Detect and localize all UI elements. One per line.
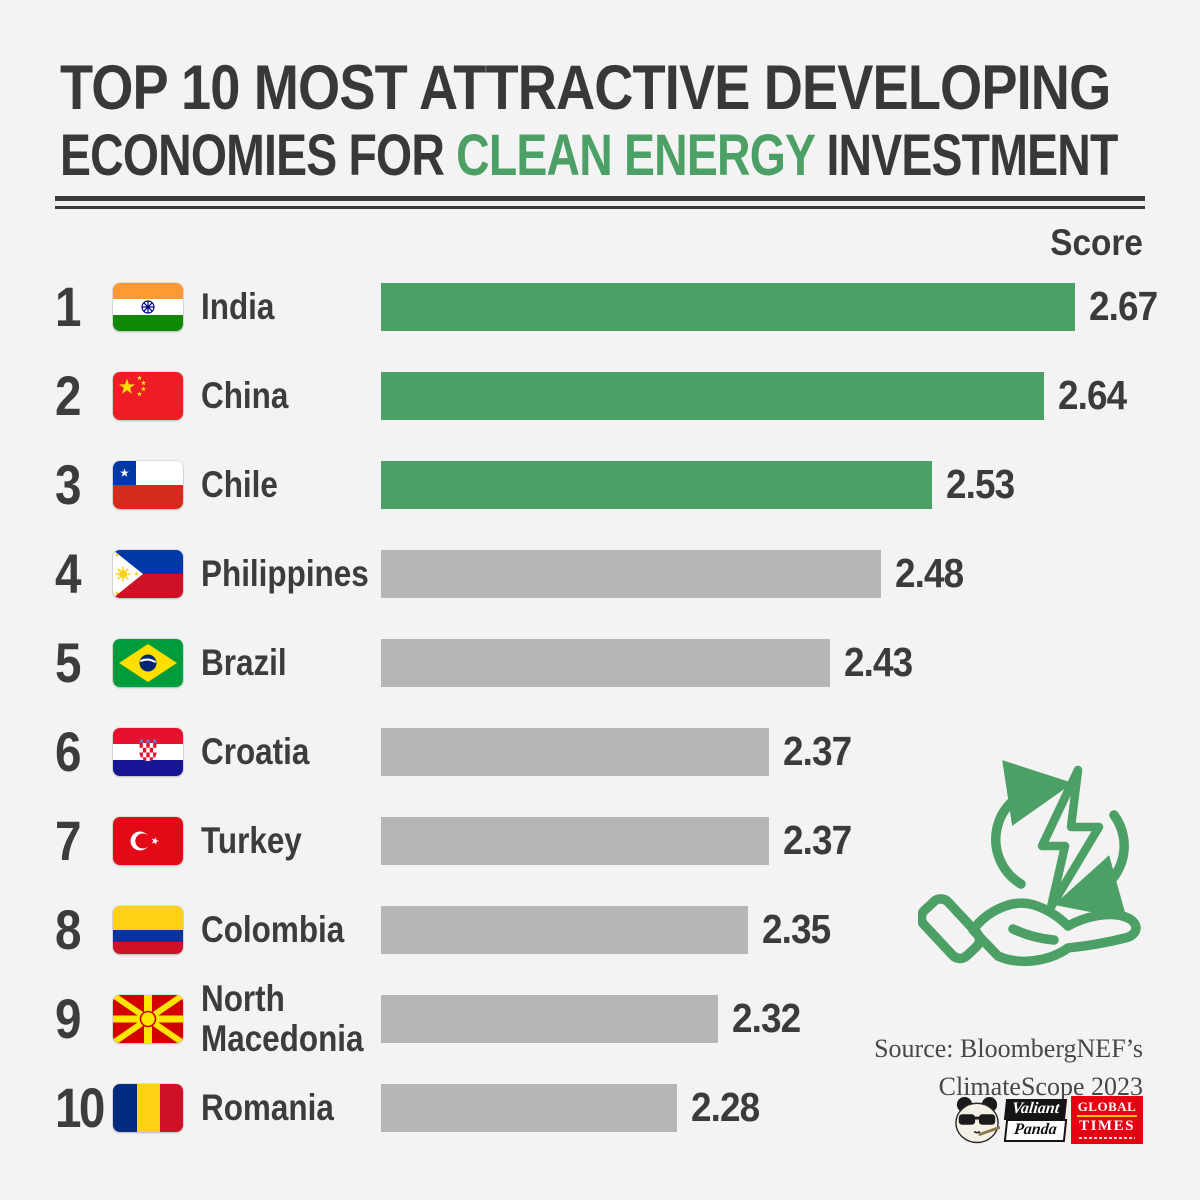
valiant-panda-icon <box>954 1096 1000 1144</box>
score-column-header: Score <box>1050 222 1143 263</box>
page-title-line1: TOP 10 MOST ATTRACTIVE DEVELOPING <box>60 53 1111 123</box>
country-label: Philippines <box>201 552 369 594</box>
flag-north-macedonia-icon <box>113 994 183 1043</box>
publisher-logos: Valiant Panda GLOBAL TIMES <box>954 1096 1143 1144</box>
score-value: 2.28 <box>691 1084 760 1130</box>
times-label: TIMES <box>1079 1117 1135 1134</box>
flag-colombia-icon <box>113 905 183 954</box>
score-value: 2.35 <box>762 906 831 952</box>
flag-croatia-icon <box>113 727 183 776</box>
row-india: 1 India 2.67 <box>55 262 1200 351</box>
score-bar <box>381 1083 677 1132</box>
row-romania: 10 Romania 2.28 <box>55 1063 1200 1152</box>
score-bar <box>381 994 718 1043</box>
flag-brazil-icon <box>113 638 183 687</box>
country-label: Brazil <box>201 641 287 683</box>
title-line2-suffix: INVESTMENT <box>814 123 1118 188</box>
panda-label: Panda <box>1003 1118 1068 1142</box>
energy-hand-icon <box>916 760 1146 988</box>
score-bar <box>381 727 769 776</box>
score-bar <box>381 905 748 954</box>
row-china: 2 China 2.64 <box>55 351 1200 440</box>
country-label: North Macedonia <box>201 977 364 1059</box>
flag-philippines-icon <box>113 549 183 598</box>
score-bar <box>381 549 881 598</box>
rank-label: 2 <box>55 364 81 427</box>
score-bar <box>381 371 1044 420</box>
rank-label: 8 <box>55 898 81 961</box>
score-bar <box>381 460 932 509</box>
score-value: 2.64 <box>1058 372 1127 418</box>
score-bar <box>381 282 1075 331</box>
rank-label: 6 <box>55 720 81 783</box>
score-value: 2.37 <box>783 728 852 774</box>
row-north-macedonia: 9 North Macedonia 2.32 <box>55 974 1200 1063</box>
row-colombia: 8 Colombia 2.35 <box>55 885 1200 974</box>
rank-label: 1 <box>55 275 81 338</box>
row-chile: 3 Chile 2.53 <box>55 440 1200 529</box>
global-times-logo: GLOBAL TIMES <box>1071 1096 1143 1144</box>
source-line1: Source: BloombergNEF’s <box>874 1034 1143 1063</box>
rank-label: 7 <box>55 809 81 872</box>
global-label: GLOBAL <box>1077 1099 1137 1115</box>
valiant-label: Valiant <box>1003 1098 1068 1120</box>
score-bar <box>381 816 769 865</box>
row-turkey: 7 Turkey 2.37 <box>55 796 1200 885</box>
row-philippines: 4 Philippines 2.48 <box>55 529 1200 618</box>
title-line2-highlight: CLEAN ENERGY <box>456 123 815 188</box>
valiant-panda-wordmark: Valiant Panda <box>1003 1098 1068 1142</box>
score-value: 2.32 <box>732 995 801 1041</box>
flag-romania-icon <box>113 1083 183 1132</box>
score-value: 2.43 <box>844 639 913 685</box>
flag-china-icon <box>113 371 183 420</box>
country-label: Turkey <box>201 819 302 861</box>
rank-label: 10 <box>55 1076 105 1139</box>
rank-label: 5 <box>55 631 81 694</box>
country-label: India <box>201 285 275 327</box>
rank-label: 3 <box>55 453 81 516</box>
flag-chile-icon <box>113 460 183 509</box>
global-times-tagline <box>1079 1136 1135 1139</box>
flag-turkey-icon <box>113 816 183 865</box>
flag-india-icon <box>113 282 183 331</box>
title-divider <box>55 196 1145 209</box>
country-label: Chile <box>201 463 278 505</box>
country-label: China <box>201 374 289 416</box>
title-line2-prefix: ECONOMIES FOR <box>60 123 457 188</box>
score-value: 2.48 <box>895 550 964 596</box>
rank-label: 4 <box>55 542 81 605</box>
score-value: 2.67 <box>1089 283 1158 329</box>
ranking-list: 1 India 2.67 2 China 2.64 3 Chile 2.53 <box>55 262 1200 1152</box>
row-croatia: 6 Croatia 2.37 <box>55 707 1200 796</box>
score-bar <box>381 638 830 687</box>
score-value: 2.53 <box>946 461 1015 507</box>
country-label: Croatia <box>201 730 310 772</box>
score-value: 2.37 <box>783 817 852 863</box>
rank-label: 9 <box>55 987 81 1050</box>
global-times-band <box>1077 1114 1137 1118</box>
page-title-line2: ECONOMIES FOR CLEAN ENERGY INVESTMENT <box>60 122 1118 189</box>
row-brazil: 5 Brazil 2.43 <box>55 618 1200 707</box>
country-label: Romania <box>201 1086 334 1128</box>
source-line2: ClimateScope 2023 <box>938 1071 1143 1101</box>
source-attribution: Source: BloombergNEF’s ClimateScope 2023 <box>874 1030 1143 1105</box>
country-label: Colombia <box>201 908 345 950</box>
